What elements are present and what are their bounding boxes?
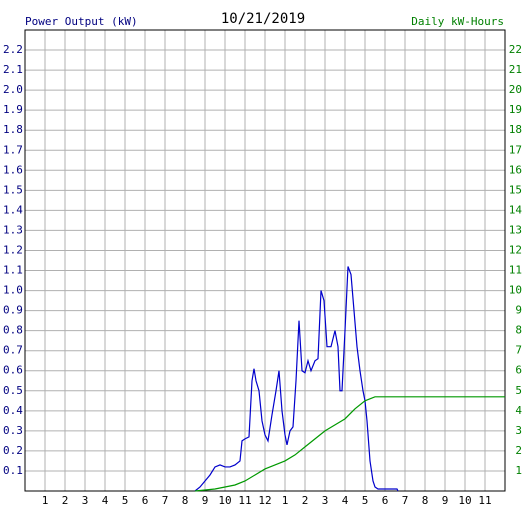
x-tick-label: 2 (302, 494, 309, 507)
y-tick-label: 0.6 (3, 364, 23, 377)
y2-tick-label: 16 (509, 163, 522, 176)
x-tick-label: 6 (382, 494, 389, 507)
y2-tick-label: 15 (509, 183, 522, 196)
y-tick-label: 0.3 (3, 424, 23, 437)
x-tick-label: 3 (322, 494, 329, 507)
y2-tick-label: 12 (509, 243, 522, 256)
y2-tick-label: 17 (509, 143, 522, 156)
data-line (194, 266, 399, 492)
y-tick-label: 0.8 (3, 324, 23, 337)
y2-tick-label: 9 (515, 304, 522, 317)
y2-tick-label: 7 (515, 344, 522, 357)
y-tick-label: 0.4 (3, 404, 23, 417)
y-tick-label: 0.7 (3, 344, 23, 357)
plot-border (24, 29, 506, 492)
y2-tick-label: 3 (515, 424, 522, 437)
y2-axis-label: Daily kW-Hours (411, 15, 504, 28)
y-tick-label: 0.1 (3, 464, 23, 477)
y-tick-label: 1.4 (3, 203, 23, 216)
x-tick-label: 11 (478, 494, 491, 507)
y2-tick-label: 22 (509, 43, 522, 56)
y-tick-label: 1.6 (3, 163, 23, 176)
y-tick-label: 1.8 (3, 123, 23, 136)
y2-tick-label: 2 (515, 444, 522, 457)
x-tick-label: 8 (182, 494, 189, 507)
y2-tick-label: 1 (515, 464, 522, 477)
x-tick-label: 9 (442, 494, 449, 507)
y-tick-label: 2.0 (3, 83, 23, 96)
y-tick-label: 2.2 (3, 43, 23, 56)
y2-tick-label: 21 (509, 63, 522, 76)
x-tick-label: 3 (82, 494, 89, 507)
x-tick-label: 6 (142, 494, 149, 507)
y-tick-label: 1.9 (3, 103, 23, 116)
y2-tick-label: 19 (509, 103, 522, 116)
y2-tick-label: 13 (509, 223, 522, 236)
x-tick-label: 2 (62, 494, 69, 507)
y-tick-label: 1.5 (3, 183, 23, 196)
y2-tick-label: 18 (509, 123, 522, 136)
chart-title: 10/21/2019 (221, 11, 305, 27)
y2-tick-label: 20 (509, 83, 522, 96)
data-line (194, 396, 505, 492)
y2-tick-label: 14 (509, 203, 523, 216)
y-tick-label: 1.2 (3, 243, 23, 256)
y-tick-label: 0.5 (3, 384, 23, 397)
x-tick-label: 9 (202, 494, 209, 507)
x-tick-label: 1 (282, 494, 289, 507)
x-tick-label: 5 (122, 494, 129, 507)
y2-tick-label: 8 (515, 324, 522, 337)
y-tick-label: 1.1 (3, 264, 23, 277)
y-tick-label: 0.2 (3, 444, 23, 457)
y2-tick-label: 6 (515, 364, 522, 377)
x-tick-label: 1 (42, 494, 49, 507)
x-tick-label: 10 (458, 494, 471, 507)
x-tick-label: 5 (362, 494, 369, 507)
y2-tick-label: 5 (515, 384, 522, 397)
x-tick-label: 7 (162, 494, 169, 507)
y-tick-label: 1.7 (3, 143, 23, 156)
y2-tick-label: 4 (515, 404, 522, 417)
x-tick-label: 4 (102, 494, 109, 507)
x-tick-label: 11 (238, 494, 251, 507)
x-tick-label: 10 (218, 494, 231, 507)
y-tick-label: 0.9 (3, 304, 23, 317)
y-tick-label: 1.3 (3, 223, 23, 236)
y-tick-label: 2.1 (3, 63, 23, 76)
x-tick-label: 8 (422, 494, 429, 507)
y-tick-label: 1.0 (3, 284, 23, 297)
y2-tick-label: 11 (509, 264, 522, 277)
y2-tick-label: 10 (509, 284, 522, 297)
x-tick-label: 7 (402, 494, 409, 507)
x-tick-label: 4 (342, 494, 349, 507)
x-tick-label: 12 (258, 494, 271, 507)
y-axis-label: Power Output (kW) (25, 15, 138, 28)
